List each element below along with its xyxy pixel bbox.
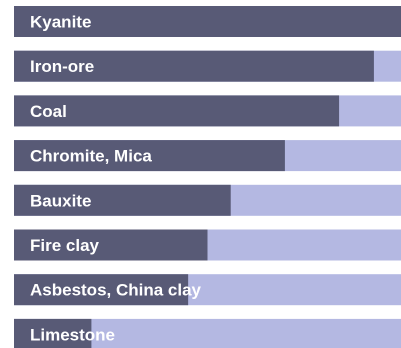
bar-label-coal: Coal — [30, 102, 67, 121]
bar-label-bauxite: Bauxite — [30, 191, 91, 210]
bar-bauxite — [14, 184, 231, 216]
bar-iron-ore — [14, 50, 374, 82]
bar-asbestos-china-clay — [14, 274, 189, 306]
bar-fire-clay — [14, 229, 208, 261]
bar-label-asbestos-china-clay: Asbestos, China clay — [30, 281, 202, 300]
bar-label-limestone: Limestone — [30, 325, 115, 344]
bar-kyanite — [14, 6, 401, 37]
bar-label-chromite-mica: Chromite, Mica — [30, 147, 152, 166]
bar-label-iron-ore: Iron-ore — [30, 57, 94, 76]
bar-label-kyanite: Kyanite — [30, 13, 91, 32]
bar-limestone — [14, 318, 92, 348]
bar-label-fire-clay: Fire clay — [30, 236, 100, 255]
bar-coal — [14, 95, 340, 127]
bar-chromite-mica — [14, 140, 285, 172]
